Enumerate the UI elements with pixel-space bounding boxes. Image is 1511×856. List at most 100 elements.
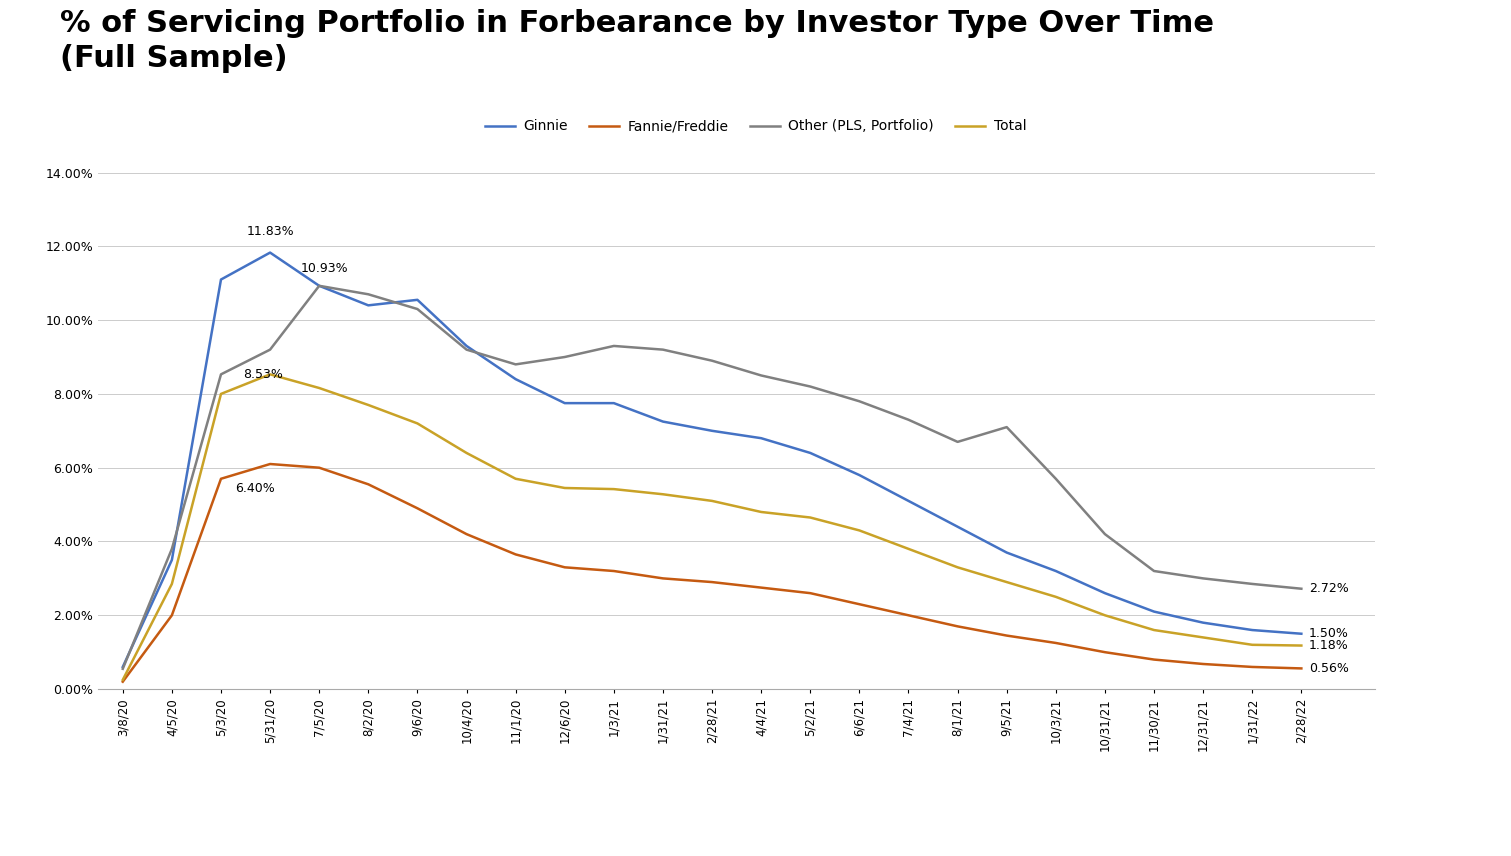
Text: Source: MBA's Monthly Loan Monitoring Survey, as of 2/28/22: Source: MBA's Monthly Loan Monitoring Su… — [38, 795, 423, 809]
Total — [310, 383, 328, 393]
Fannie/Freddie — [458, 529, 476, 539]
Fannie/Freddie — [851, 599, 869, 609]
Ginnie — [408, 294, 426, 305]
Ginnie — [506, 374, 524, 384]
Total — [408, 419, 426, 429]
Text: 0.56%: 0.56% — [1309, 662, 1349, 675]
Total — [261, 369, 280, 379]
Fannie/Freddie — [1145, 655, 1163, 665]
Fannie/Freddie — [556, 562, 574, 573]
Fannie/Freddie — [261, 459, 280, 469]
Ginnie — [851, 470, 869, 480]
Ginnie — [752, 433, 771, 443]
Text: 15: 15 — [393, 808, 417, 827]
Other (PLS, Portfolio) — [506, 360, 524, 370]
Fannie/Freddie — [899, 610, 917, 621]
Other (PLS, Portfolio) — [752, 371, 771, 381]
Other (PLS, Portfolio) — [556, 352, 574, 362]
Total — [1194, 633, 1212, 643]
Total — [654, 489, 672, 499]
Other (PLS, Portfolio) — [1292, 584, 1310, 594]
Other (PLS, Portfolio) — [604, 341, 623, 351]
Text: 10.93%: 10.93% — [301, 262, 348, 275]
Ginnie — [556, 398, 574, 408]
Text: 2.72%: 2.72% — [1309, 582, 1348, 595]
Fannie/Freddie — [801, 588, 819, 598]
Other (PLS, Portfolio) — [899, 414, 917, 425]
Total — [949, 562, 967, 573]
Fannie/Freddie — [604, 566, 623, 576]
Other (PLS, Portfolio) — [851, 396, 869, 407]
Fannie/Freddie — [1194, 659, 1212, 669]
Fannie/Freddie — [703, 577, 721, 587]
Other (PLS, Portfolio) — [1047, 473, 1065, 484]
Fannie/Freddie — [654, 574, 672, 584]
Other (PLS, Portfolio) — [703, 355, 721, 366]
Total — [360, 400, 378, 410]
Total — [1244, 639, 1262, 650]
Total — [899, 544, 917, 554]
Ginnie — [1292, 628, 1310, 639]
Other (PLS, Portfolio) — [1145, 566, 1163, 576]
Fannie/Freddie — [752, 582, 771, 592]
Ginnie — [163, 555, 181, 565]
Ginnie — [949, 521, 967, 532]
Other (PLS, Portfolio) — [1194, 574, 1212, 584]
Total — [113, 675, 131, 685]
Other (PLS, Portfolio) — [408, 304, 426, 314]
Total — [163, 579, 181, 589]
Total — [506, 473, 524, 484]
Line: Ginnie: Ginnie — [122, 253, 1301, 667]
Other (PLS, Portfolio) — [212, 369, 230, 379]
Other (PLS, Portfolio) — [310, 281, 328, 291]
Text: 8.53%: 8.53% — [243, 368, 283, 381]
Line: Other (PLS, Portfolio): Other (PLS, Portfolio) — [122, 286, 1301, 669]
Ginnie — [360, 300, 378, 311]
Ginnie — [899, 496, 917, 506]
Ginnie — [1095, 588, 1114, 598]
Other (PLS, Portfolio) — [1095, 529, 1114, 539]
Total — [703, 496, 721, 506]
Text: 11.83%: 11.83% — [246, 225, 295, 238]
Other (PLS, Portfolio) — [801, 382, 819, 392]
Ginnie — [1047, 566, 1065, 576]
Other (PLS, Portfolio) — [997, 422, 1015, 432]
Ginnie — [703, 425, 721, 436]
Other (PLS, Portfolio) — [261, 344, 280, 354]
Total — [1292, 640, 1310, 651]
Ginnie — [1244, 625, 1262, 635]
Ginnie — [458, 341, 476, 351]
Ginnie — [801, 448, 819, 458]
Text: © 2022 Mortgage Bankers Association (MBA). All Rights Reserved.: © 2022 Mortgage Bankers Association (MBA… — [38, 828, 455, 841]
Ginnie — [604, 398, 623, 408]
Total — [752, 507, 771, 517]
Total — [801, 513, 819, 523]
Total — [604, 484, 623, 494]
Fannie/Freddie — [506, 550, 524, 560]
Fannie/Freddie — [360, 479, 378, 490]
Other (PLS, Portfolio) — [1244, 579, 1262, 589]
Ginnie — [997, 548, 1015, 558]
Fannie/Freddie — [310, 462, 328, 473]
Total — [997, 577, 1015, 587]
Fannie/Freddie — [1047, 638, 1065, 648]
Ginnie — [1145, 606, 1163, 616]
Text: 1.50%: 1.50% — [1309, 627, 1349, 640]
Other (PLS, Portfolio) — [654, 344, 672, 354]
Total — [212, 389, 230, 399]
Other (PLS, Portfolio) — [163, 544, 181, 554]
Fannie/Freddie — [997, 630, 1015, 640]
Total — [1145, 625, 1163, 635]
Ginnie — [261, 247, 280, 258]
Total — [556, 483, 574, 493]
Total — [458, 448, 476, 458]
Legend: Ginnie, Fannie/Freddie, Other (PLS, Portfolio), Total: Ginnie, Fannie/Freddie, Other (PLS, Port… — [479, 114, 1032, 139]
Total — [1047, 591, 1065, 602]
Ginnie — [1194, 617, 1212, 627]
Fannie/Freddie — [113, 676, 131, 687]
Fannie/Freddie — [408, 503, 426, 514]
Total — [851, 526, 869, 536]
Ginnie — [212, 275, 230, 285]
Ginnie — [310, 281, 328, 291]
Other (PLS, Portfolio) — [949, 437, 967, 447]
